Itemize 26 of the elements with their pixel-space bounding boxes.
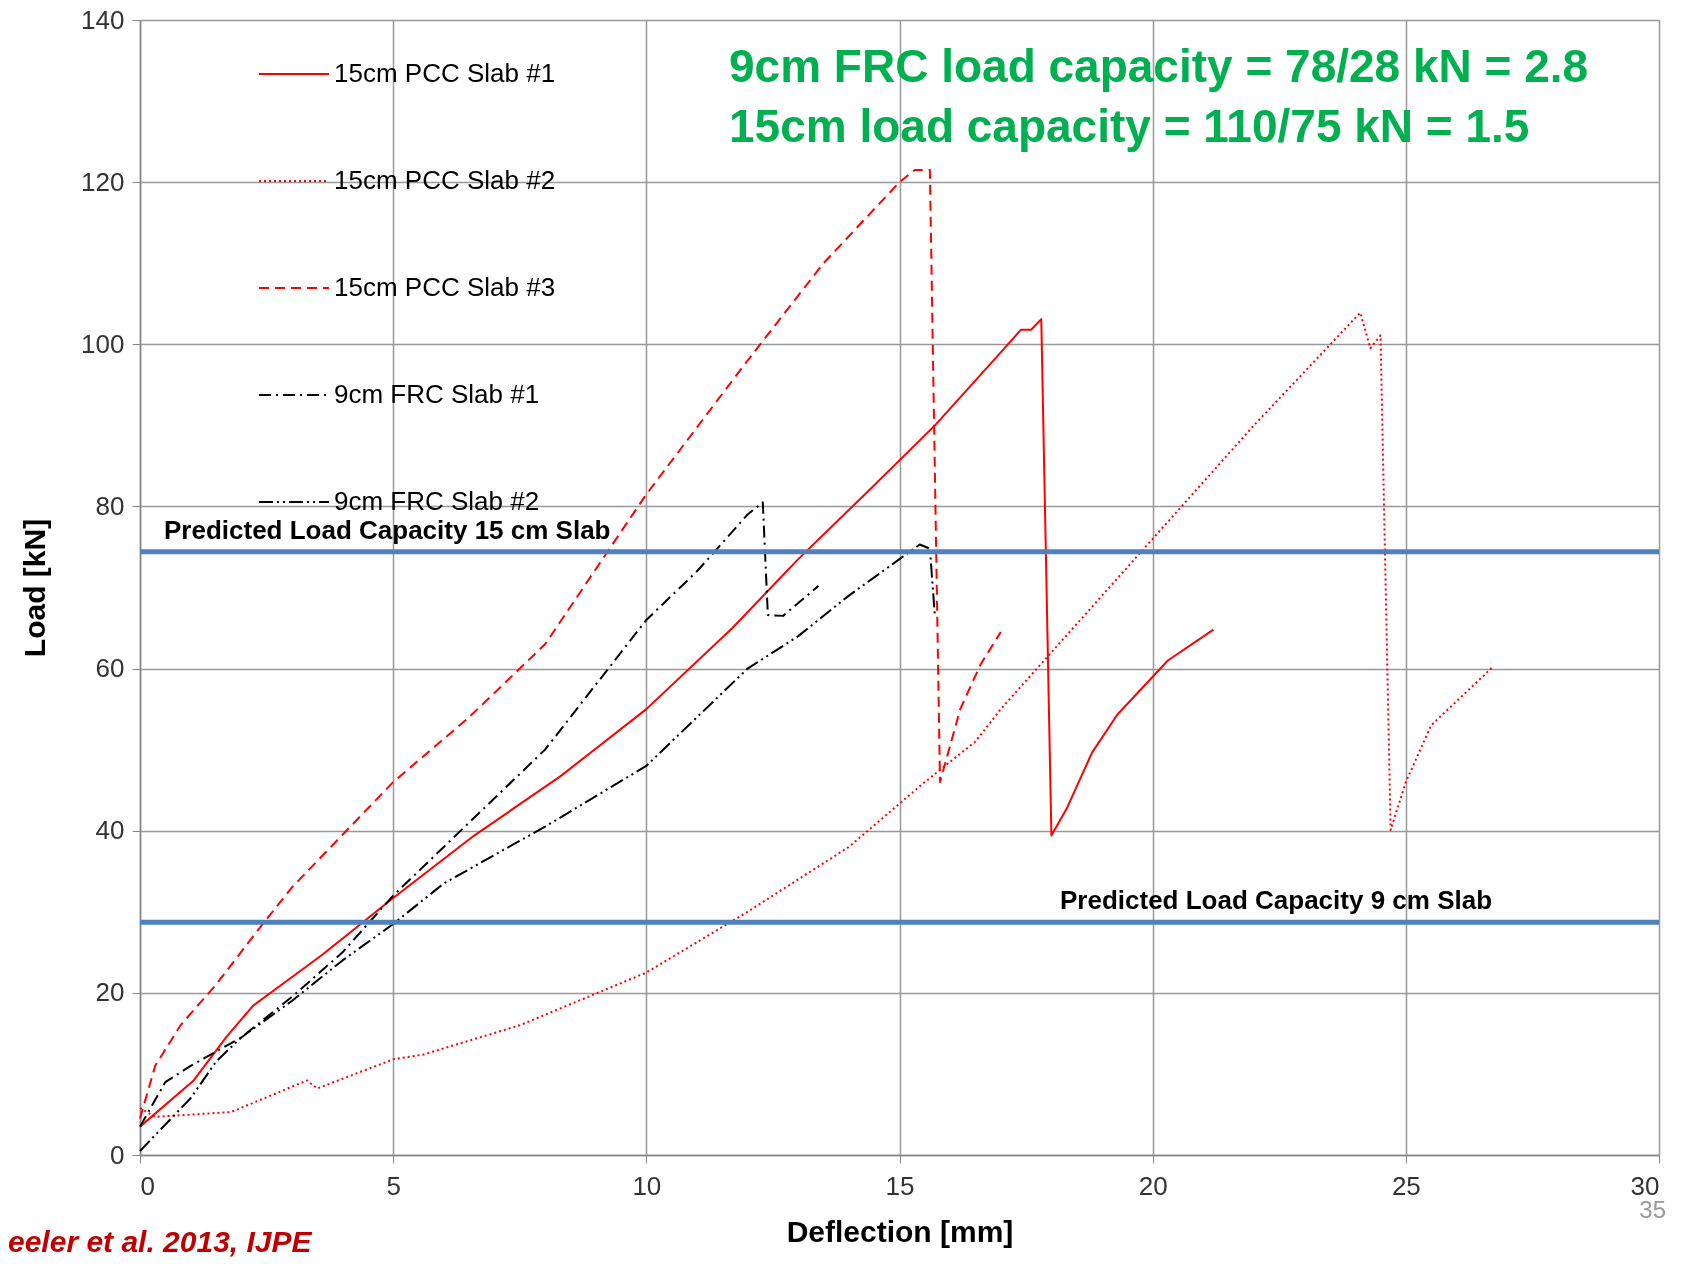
y-tick-label: 0 <box>110 1139 125 1170</box>
x-tick-label: 15 <box>885 1170 915 1201</box>
x-tick-label: 0 <box>140 1170 155 1201</box>
legend-label: 9cm FRC Slab #1 <box>334 379 540 409</box>
legend-label: 15cm PCC Slab #3 <box>334 272 556 302</box>
y-tick-label: 80 <box>95 490 125 521</box>
x-tick-label: 5 <box>386 1170 401 1201</box>
x-tick-label: 10 <box>632 1170 662 1201</box>
ref-line-label: Predicted Load Capacity 9 cm Slab <box>1060 885 1493 916</box>
y-tick-label: 120 <box>81 166 125 197</box>
y-tick-label: 100 <box>81 328 125 359</box>
y-tick-label: 60 <box>95 653 125 684</box>
annotation: 15cm load capacity = 110/75 kN = 1.5 <box>729 100 1530 152</box>
ref-line-label: Predicted Load Capacity 15 cm Slab <box>164 514 611 545</box>
x-axis-title: Deflection [mm] <box>786 1214 1014 1248</box>
legend-label: 9cm FRC Slab #2 <box>334 486 540 516</box>
x-tick-label: 20 <box>1138 1170 1168 1201</box>
x-tick-label: 25 <box>1391 1170 1421 1201</box>
annotation: 9cm FRC load capacity = 78/28 kN = 2.8 <box>729 40 1589 92</box>
text: eeler et al. 2013, IJPE <box>8 1225 313 1258</box>
y-tick-label: 140 <box>81 4 125 35</box>
y-axis-title: Load [kN] <box>18 518 52 658</box>
legend-label: 15cm PCC Slab #2 <box>334 165 556 195</box>
legend-label: 15cm PCC Slab #1 <box>334 58 556 88</box>
y-tick-label: 20 <box>95 977 125 1008</box>
y-tick-label: 40 <box>95 815 125 846</box>
